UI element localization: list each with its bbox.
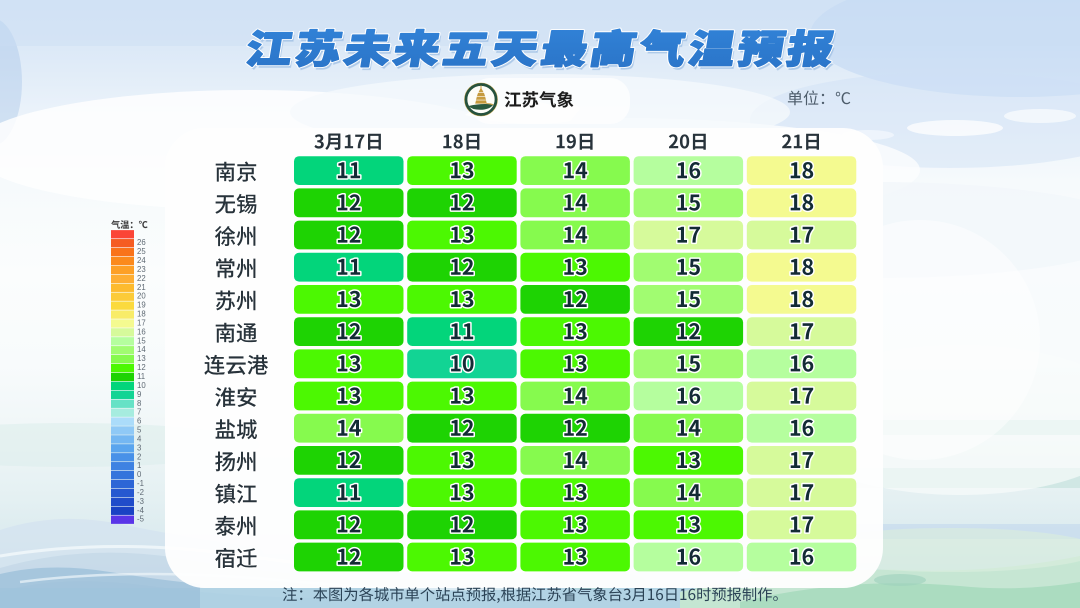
- svg-text:19: 19: [137, 301, 146, 310]
- svg-text:15: 15: [137, 336, 146, 345]
- svg-text:6: 6: [137, 417, 141, 426]
- svg-text:11: 11: [137, 372, 145, 381]
- svg-text:0: 0: [137, 470, 142, 479]
- svg-text:16: 16: [137, 327, 146, 336]
- svg-text:25: 25: [137, 247, 146, 256]
- svg-text:10: 10: [137, 381, 146, 390]
- svg-text:8: 8: [137, 399, 141, 408]
- svg-text:-4: -4: [137, 506, 145, 515]
- svg-text:17: 17: [137, 319, 146, 328]
- svg-text:-5: -5: [137, 515, 145, 524]
- svg-text:14: 14: [137, 345, 146, 354]
- svg-text:9: 9: [137, 390, 141, 399]
- svg-text:7: 7: [137, 408, 141, 417]
- svg-text:1: 1: [137, 461, 141, 470]
- svg-text:13: 13: [137, 354, 146, 363]
- svg-text:22: 22: [137, 274, 146, 283]
- svg-text:3: 3: [137, 443, 141, 452]
- svg-text:18: 18: [137, 310, 146, 319]
- svg-text:5: 5: [137, 426, 142, 435]
- svg-text:-1: -1: [137, 479, 144, 488]
- svg-text:4: 4: [137, 434, 142, 443]
- svg-text:12: 12: [137, 363, 146, 372]
- svg-text:2: 2: [137, 452, 141, 461]
- svg-text:21: 21: [137, 283, 146, 292]
- svg-text:-3: -3: [137, 497, 144, 506]
- svg-text:23: 23: [137, 265, 146, 274]
- svg-text:20: 20: [137, 292, 146, 301]
- svg-text:24: 24: [137, 256, 146, 265]
- svg-text:-2: -2: [137, 488, 144, 497]
- svg-text:26: 26: [137, 238, 146, 247]
